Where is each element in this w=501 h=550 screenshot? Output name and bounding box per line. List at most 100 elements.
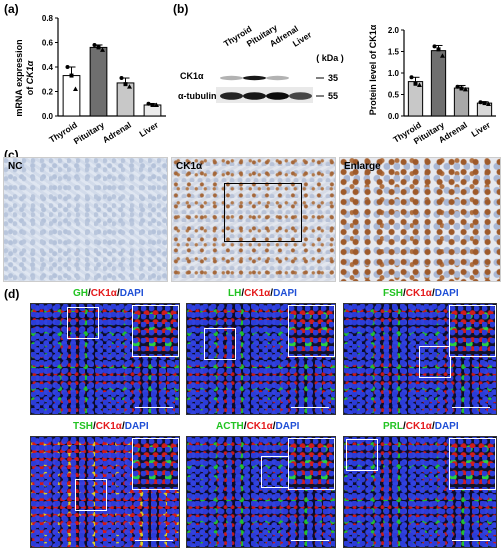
fluor-title-gh-part-1: CK1α — [90, 288, 117, 299]
chart-b-ytick-label-2: 1.0 — [388, 69, 400, 78]
fluor-title-tsh-part-2: / — [121, 421, 125, 432]
ihc-nc-image: NC — [3, 157, 168, 282]
chart-a-point-2-0 — [119, 76, 124, 81]
fluor-acth-inset — [288, 438, 335, 490]
fluor-title-gh-part-2: / — [116, 288, 120, 299]
chart-b-point-3-2 — [486, 101, 491, 106]
chart-b-ytick-label-0: 0.0 — [388, 112, 400, 121]
fluor-title-tsh: TSH/CK1α/DAPI — [73, 421, 149, 432]
wb-band-0-2 — [266, 75, 289, 81]
fluor-title-lh-part-1: CK1α — [244, 288, 271, 299]
chart-b-ytick-label-1: 0.5 — [388, 91, 400, 100]
chart-a-bar-1 — [89, 46, 108, 117]
fluor-title-fsh-part-0: / — [403, 288, 406, 299]
fluor-title-lh-marker: LH — [228, 288, 242, 299]
chart-b-point-3-0 — [478, 100, 483, 105]
fluor-title-tsh-part-3: DAPI — [124, 421, 149, 432]
fluor-title-acth-part-1: CK1α — [246, 421, 273, 432]
panel-label-a: (a) — [4, 2, 19, 16]
fluor-gh-inset — [132, 305, 179, 357]
fluor-title-prl-marker: PRL — [383, 421, 403, 432]
fluor-gh-roi-box — [67, 307, 99, 339]
fluor-prl-scale-bar — [452, 540, 490, 541]
wb-marker-55: 55 — [328, 91, 338, 101]
fluor-acth-scale-bar — [291, 540, 329, 541]
chart-a-ytick-label-1: 0.2 — [42, 88, 54, 97]
chart-b-point-0-1 — [413, 81, 418, 86]
fluor-title-gh-rest: /CK1α/DAPI — [88, 288, 144, 299]
fluor-title-tsh-rest: /CK1α/DAPI — [93, 421, 149, 432]
fluor-title-prl-rest: /CK1α/DAPI — [403, 421, 459, 432]
fluor-tsh-roi-box — [75, 479, 107, 511]
chart-b-point-3-1 — [482, 101, 487, 106]
chart-a-ylabel-gene: CK1α — [25, 60, 35, 84]
fluor-title-fsh: FSH/CK1α/DAPI — [383, 288, 459, 299]
fluor-image-tsh — [30, 436, 180, 548]
chart-a-bar-0 — [62, 75, 81, 117]
ihc-ck1a-image: CK1α — [171, 157, 336, 282]
chart-a-ylabel-prefix: of — [25, 84, 35, 95]
fluor-tsh-inset — [132, 438, 179, 490]
fluor-image-fsh — [343, 303, 497, 415]
chart-a-point-0-2 — [73, 86, 78, 92]
fluor-title-fsh-part-1: CK1α — [405, 288, 432, 299]
chart-a-ytick-label-2: 0.4 — [42, 63, 54, 72]
fluor-title-prl-part-2: / — [431, 421, 435, 432]
chart-b-point-1-1 — [436, 47, 441, 52]
fluor-title-tsh-marker: TSH — [73, 421, 93, 432]
chart-a-point-1-0 — [92, 42, 97, 47]
fluor-lh-scale-bar — [291, 407, 329, 408]
fluor-title-lh: LH/CK1α/DAPI — [228, 288, 297, 299]
chart-a-xtick-label-3: Liver — [137, 119, 160, 139]
chart-b-xtick-label-3: Liver — [469, 119, 492, 139]
chart-b-point-2-1 — [459, 86, 464, 91]
chart-b-ytick-label-4: 2.0 — [388, 26, 400, 35]
fluor-lh-roi-box — [204, 328, 236, 360]
fluor-image-lh — [186, 303, 336, 415]
wb-band-0-0 — [220, 75, 243, 81]
ihc-enlarge-label: Enlarge — [344, 161, 381, 172]
chart-b-point-0-2 — [417, 82, 422, 88]
fluor-title-gh-part-3: DAPI — [119, 288, 144, 299]
chart-b-point-1-0 — [432, 44, 437, 49]
wb-band-1-2 — [266, 92, 289, 100]
fluor-title-acth-part-0: / — [243, 421, 247, 432]
wb-band-1-0 — [220, 92, 243, 100]
fluor-title-lh-part-0: / — [241, 288, 245, 299]
chart-b-ylabel: Protein level of CK1α — [368, 24, 378, 115]
fluor-title-gh-part-0: / — [88, 288, 91, 299]
ihc-nc-label: NC — [8, 161, 23, 172]
wb-band-1-3 — [289, 92, 312, 100]
fluor-title-acth-marker: ACTH — [216, 421, 244, 432]
chart-b-bar-1 — [430, 50, 447, 117]
chart-b-point-0-0 — [409, 75, 414, 80]
fluor-image-prl — [343, 436, 497, 548]
fluor-title-gh: GH/CK1α/DAPI — [73, 288, 144, 299]
fluor-title-acth-part-3: DAPI — [275, 421, 300, 432]
fluor-title-prl-part-1: CK1α — [405, 421, 432, 432]
chart-a-ytick-label-3: 0.6 — [42, 39, 54, 48]
fluor-fsh-inset — [449, 305, 496, 357]
fluor-title-prl-part-0: / — [403, 421, 406, 432]
fluor-title-acth: ACTH/CK1α/DAPI — [216, 421, 299, 432]
wb-row-label-ck1a: CK1α — [180, 71, 204, 81]
fluor-tsh-scale-bar — [135, 540, 173, 541]
chart-a-point-0-0 — [65, 65, 70, 69]
chart-a-point-3-0 — [146, 101, 151, 106]
chart-a-ytick-label-0: 0.0 — [42, 112, 54, 121]
fluor-title-lh-part-3: DAPI — [273, 288, 297, 299]
chart-b-point-2-0 — [455, 84, 460, 89]
ihc-zoom-box — [224, 183, 302, 242]
fluor-title-fsh-part-2: / — [431, 288, 435, 299]
chart-a-ytick-label-4: 0.8 — [42, 14, 54, 23]
chart-b: Protein level of CK1α 0.00.51.01.52.0Thy… — [368, 24, 496, 146]
fluor-prl-roi-box — [346, 439, 378, 471]
chart-a-point-3-2 — [154, 102, 159, 107]
ihc-enlarge-image: Enlarge — [339, 157, 501, 282]
chart-b-bar-2 — [453, 87, 470, 117]
ihc-ck1a-label: CK1α — [176, 161, 203, 172]
chart-a-xtick-label-2: Adrenal — [101, 120, 133, 145]
fluor-title-lh-part-2: / — [270, 288, 274, 299]
wb-band-0-1 — [243, 75, 266, 81]
